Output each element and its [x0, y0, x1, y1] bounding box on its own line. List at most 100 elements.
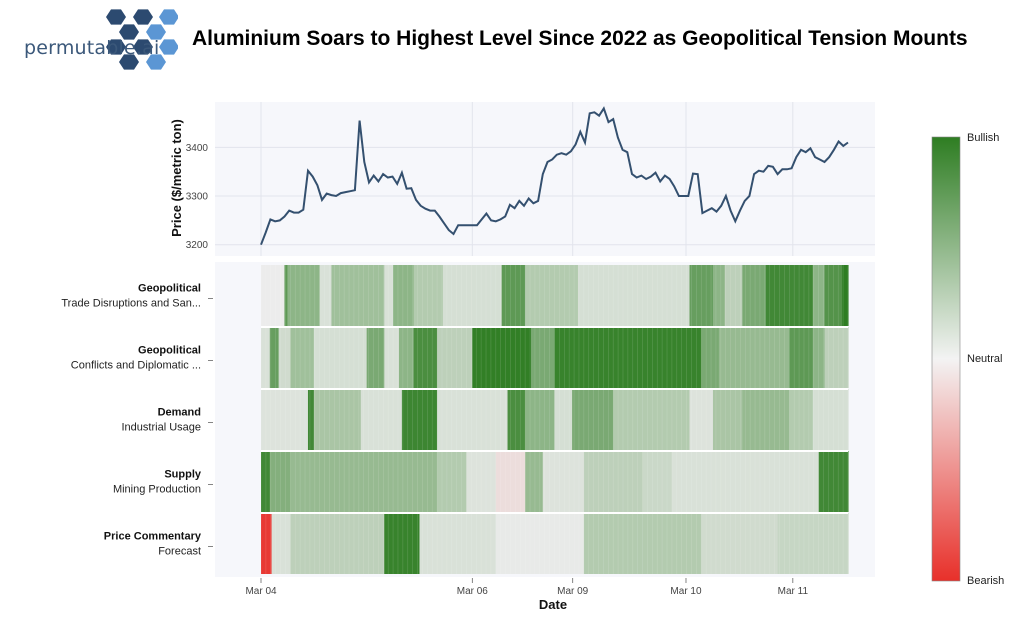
- heatmap-cell: [290, 513, 385, 574]
- heatmap-cell: [689, 389, 714, 450]
- heatmap-cell: [531, 327, 556, 388]
- heatmap-cell: [642, 451, 673, 512]
- heatmap-row-1: [260, 327, 849, 388]
- heatmap-cell: [401, 389, 438, 450]
- logo-hexagon-4: [146, 24, 166, 40]
- heatmap-cell: [742, 265, 767, 326]
- heatmap-cell: [393, 265, 415, 326]
- x-tick-label-0: Mar 04: [245, 586, 277, 597]
- heatmap-row-0: [260, 265, 849, 326]
- heatmap-cell: [812, 389, 849, 450]
- x-tick-label-3: Mar 10: [670, 586, 702, 597]
- heatmap-row-4: [260, 513, 849, 574]
- heatmap-cell: [701, 327, 720, 388]
- heatmap-cell: [507, 389, 526, 450]
- heatmap-cell: [313, 389, 362, 450]
- heatmap-cell: [789, 327, 814, 388]
- row-category-label: Demand: [158, 407, 201, 419]
- row-category-label: Geopolitical: [138, 345, 201, 357]
- heatmap-cell: [689, 265, 714, 326]
- heatmap-cell: [290, 451, 438, 512]
- heatmap-cell: [384, 327, 400, 388]
- x-axis-ticks: Mar 04 Mar 06 Mar 09 Mar 10 Mar 11: [245, 578, 808, 597]
- price-gridlines: [215, 102, 875, 256]
- heatmap-cell: [671, 451, 820, 512]
- heatmap-cell: [765, 265, 814, 326]
- heatmap-cell: [554, 389, 573, 450]
- heatmap-row-3: [260, 451, 849, 512]
- logo-hexagon-8: [119, 54, 139, 70]
- heatmap-cell: [701, 513, 779, 574]
- heatmap-cell: [384, 265, 394, 326]
- heatmap-cell: [472, 327, 532, 388]
- heatmap-cell: [495, 513, 585, 574]
- heatmap-cell: [437, 451, 468, 512]
- heatmap-cell: [572, 389, 614, 450]
- y-tick-label-0: 3200: [186, 240, 209, 251]
- sentiment-heatmap: [260, 265, 849, 574]
- heatmap-row-labels: Geopolitical Trade Disruptions and San...…: [61, 283, 213, 558]
- heatmap-cell: [542, 451, 585, 512]
- heatmap-cell: [437, 327, 473, 388]
- x-tick-label-4: Mar 11: [778, 586, 809, 597]
- heatmap-cell: [313, 327, 368, 388]
- heatmap-cell: [842, 265, 849, 326]
- heatmap-cell: [577, 265, 691, 326]
- heatmap-cell: [384, 513, 421, 574]
- heatmap-cell: [613, 389, 691, 450]
- heatmap-cell: [269, 327, 280, 388]
- heatmap-cell: [360, 389, 403, 450]
- price-line: [260, 106, 849, 246]
- heatmap-cell: [261, 265, 286, 326]
- heatmap-cell: [413, 265, 444, 326]
- heatmap-cell: [724, 265, 743, 326]
- colorbar-bottom-label: Bearish: [967, 575, 1004, 587]
- heatmap-cell: [284, 265, 289, 326]
- price-y-ticks: 3200 3300 3400: [186, 143, 209, 251]
- x-tick-label-2: Mar 09: [557, 586, 589, 597]
- heatmap-cell: [366, 327, 385, 388]
- heatmap-cell: [818, 451, 849, 512]
- heatmap-cell: [824, 265, 843, 326]
- x-tick-label-1: Mar 06: [457, 586, 489, 597]
- logo-hexagon-3: [119, 24, 139, 40]
- hexagon-logo-icon: [106, 9, 179, 70]
- colorbar-middle-label: Neutral: [967, 353, 1002, 365]
- heatmap-cell: [269, 451, 291, 512]
- heatmap-cell: [824, 327, 849, 388]
- heatmap-cell: [271, 513, 291, 574]
- heatmap-cell: [777, 513, 849, 574]
- row-topic-label: Industrial Usage: [122, 422, 202, 434]
- heatmap-cell: [718, 327, 790, 388]
- heatmap-cell: [495, 451, 526, 512]
- heatmap-cell: [278, 327, 291, 388]
- row-topic-label: Trade Disruptions and San...: [61, 298, 201, 310]
- heatmap-cell: [261, 389, 309, 450]
- logo-hexagon-0: [106, 9, 126, 25]
- heatmap-cell: [583, 513, 702, 574]
- heatmap-cell: [437, 389, 509, 450]
- x-axis-title: Date: [539, 597, 567, 612]
- heatmap-cell: [712, 389, 743, 450]
- logo-hexagon-7: [159, 39, 179, 55]
- price-panel: [215, 102, 875, 256]
- brand-name: permutable.ai: [24, 37, 160, 59]
- heatmap-cell: [554, 327, 702, 388]
- heatmap-cell: [525, 265, 579, 326]
- heatmap-cell: [307, 389, 315, 450]
- heatmap-cell: [261, 451, 271, 512]
- page-title: Aluminium Soars to Highest Level Since 2…: [192, 27, 968, 50]
- heatmap-cell: [501, 265, 526, 326]
- logo-hexagon-6: [133, 39, 153, 55]
- y-tick-label-1: 3300: [186, 192, 209, 203]
- row-category-label: Geopolitical: [138, 283, 201, 295]
- heatmap-cell: [261, 513, 273, 574]
- row-category-label: Supply: [164, 469, 202, 481]
- row-topic-label: Mining Production: [113, 484, 201, 496]
- heatmap-cell: [419, 513, 497, 574]
- heatmap-cell: [812, 265, 826, 326]
- heatmap-cell: [812, 327, 826, 388]
- row-topic-label: Forecast: [158, 546, 201, 558]
- heatmap-row-2: [260, 389, 849, 450]
- sentiment-colorbar: [931, 136, 961, 582]
